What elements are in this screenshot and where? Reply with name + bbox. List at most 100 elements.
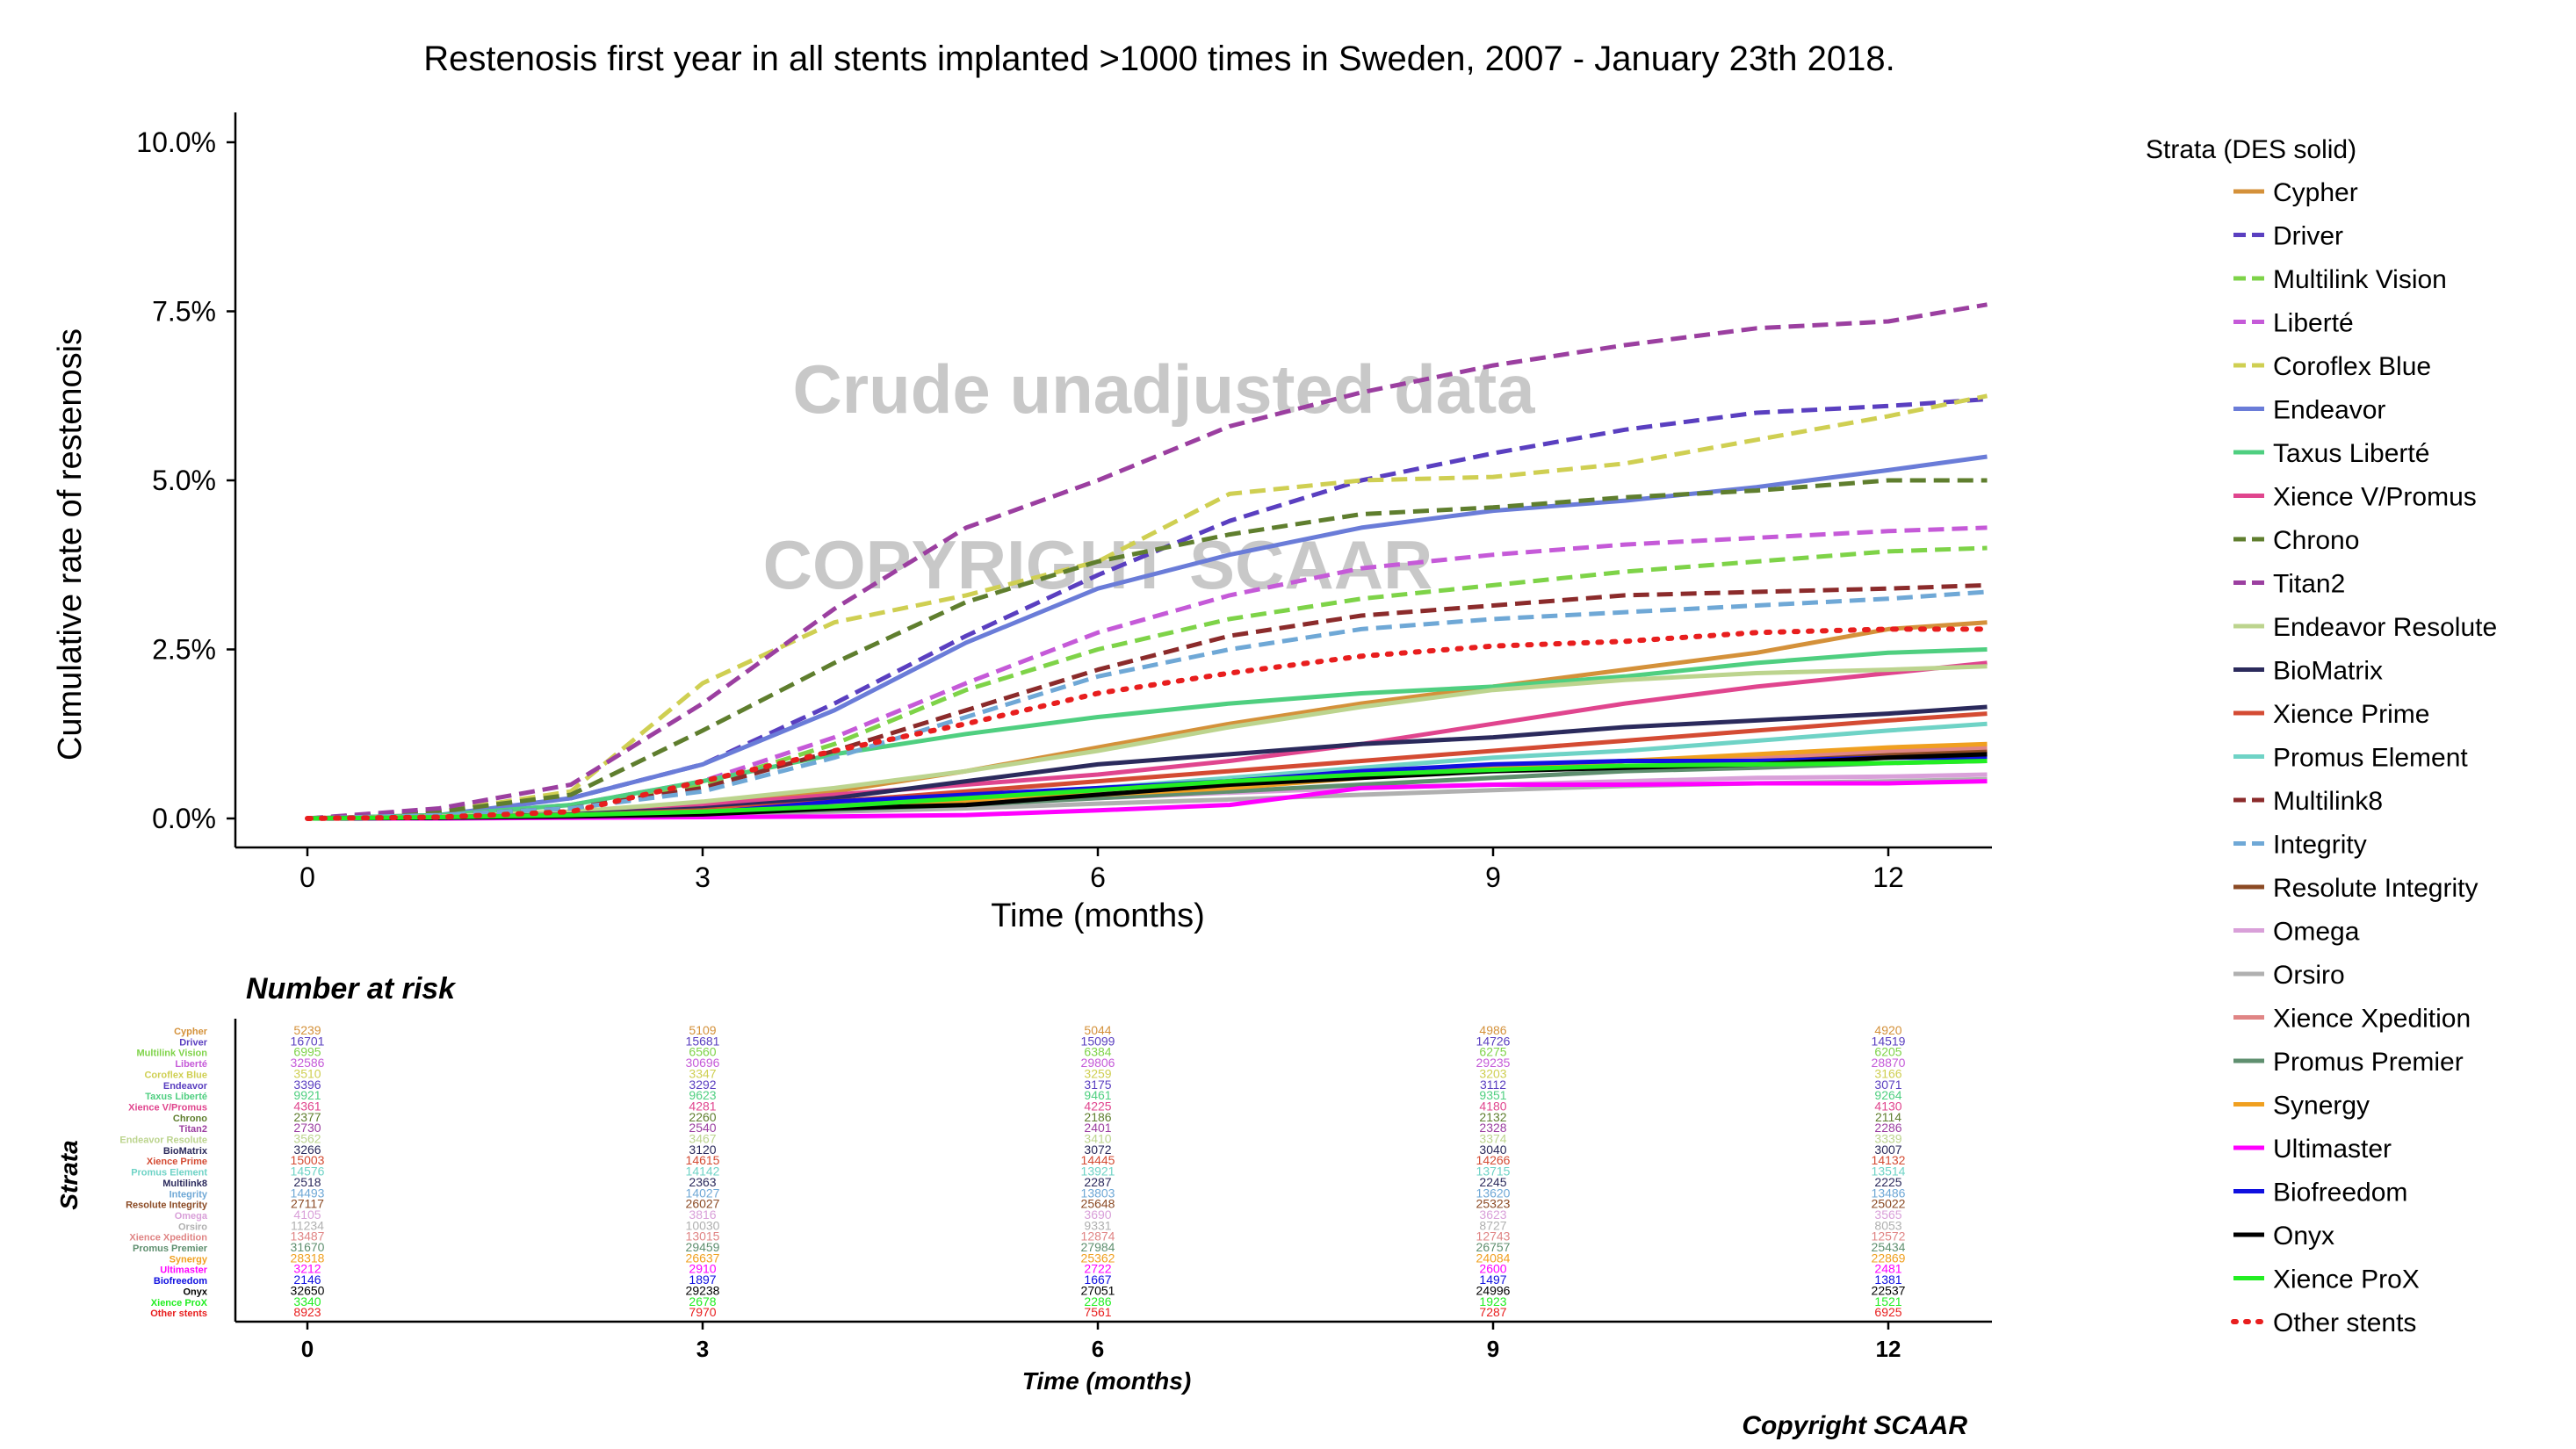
risk-count: 25362 [1081, 1251, 1115, 1265]
risk-count: 3071 [1874, 1078, 1901, 1092]
risk-count: 2363 [689, 1175, 716, 1189]
risk-count: 2518 [293, 1175, 321, 1189]
risk-count: 13921 [1081, 1164, 1115, 1179]
risk-count: 2225 [1874, 1175, 1901, 1189]
legend-label-xience-xpedition: Xience Xpedition [2273, 1005, 2471, 1034]
legend-label-xience-prox: Xience ProX [2273, 1265, 2420, 1294]
risk-strata-label-liberte: Liberté [175, 1059, 207, 1070]
risk-count: 3040 [1479, 1143, 1506, 1157]
risk-count: 32586 [291, 1056, 325, 1070]
risk-count: 2600 [1479, 1262, 1506, 1276]
risk-strata-label-endeavor-resolute: Endeavor Resolute [119, 1135, 207, 1146]
risk-strata-label-multilink8: Multilink8 [162, 1179, 207, 1189]
risk-count: 3292 [689, 1078, 716, 1092]
risk-count: 2287 [1084, 1175, 1111, 1189]
risk-count: 3007 [1874, 1143, 1901, 1157]
risk-count: 2481 [1874, 1262, 1901, 1276]
risk-count: 3562 [293, 1132, 321, 1146]
risk-count: 7287 [1479, 1305, 1506, 1319]
legend-label-multilink-vision: Multilink Vision [2273, 265, 2447, 294]
risk-strata-label-ultimaster: Ultimaster [160, 1265, 208, 1276]
risk-count: 2114 [1875, 1110, 1901, 1124]
risk-count: 14576 [291, 1164, 325, 1179]
series-line-titan2 [307, 302, 1988, 821]
risk-count: 6275 [1479, 1045, 1506, 1059]
risk-count: 1381 [1874, 1272, 1901, 1287]
risk-count: 6205 [1874, 1045, 1901, 1059]
risk-count: 13803 [1081, 1186, 1115, 1200]
risk-count: 4130 [1874, 1099, 1901, 1113]
risk-count: 1497 [1479, 1272, 1506, 1287]
risk-strata-label-promus-premier: Promus Premier [133, 1244, 208, 1254]
risk-count: 8727 [1479, 1218, 1506, 1232]
series-line-endeavor [307, 454, 1988, 821]
risk-count: 2722 [1084, 1262, 1111, 1276]
risk-count: 4281 [689, 1099, 716, 1113]
risk-count: 27984 [1081, 1240, 1115, 1254]
risk-count: 3259 [1084, 1066, 1111, 1080]
risk-count: 9921 [293, 1088, 321, 1102]
risk-count: 14027 [686, 1186, 720, 1200]
risk-strata-label-xience-v-promus: Xience V/Promus [128, 1102, 207, 1113]
risk-count: 29459 [686, 1240, 720, 1254]
risk-count: 14726 [1476, 1034, 1511, 1048]
risk-table-xlabel: Time (months) [1022, 1367, 1191, 1395]
risk-count: 24084 [1476, 1251, 1511, 1265]
risk-strata-label-taxus-liberte: Taxus Liberté [145, 1092, 207, 1102]
risk-strata-label-biomatrix: BioMatrix [163, 1146, 208, 1157]
y-tick-label: 7.5% [152, 296, 216, 328]
risk-x-tick-label: 9 [1487, 1336, 1499, 1362]
risk-count: 3623 [1479, 1208, 1506, 1222]
risk-strata-label-driver: Driver [179, 1037, 208, 1048]
risk-count: 3266 [293, 1143, 321, 1157]
legend-label-biomatrix: BioMatrix [2273, 657, 2383, 686]
risk-count: 12743 [1476, 1229, 1511, 1244]
legend-label-onyx: Onyx [2273, 1222, 2334, 1251]
risk-count: 6925 [1874, 1305, 1901, 1319]
risk-count: 12874 [1081, 1229, 1115, 1244]
watermark-crude: Crude unadjusted data [792, 350, 1535, 428]
risk-count: 2401 [1084, 1121, 1111, 1135]
risk-count: 7561 [1084, 1305, 1111, 1319]
risk-count: 3340 [293, 1294, 321, 1308]
risk-count: 2260 [689, 1110, 716, 1124]
risk-table: Cypher 5239 5109 5044 4986 4920 Driver 16701 156… [119, 1019, 1992, 1362]
risk-strata-label-cypher: Cypher [174, 1027, 208, 1037]
legend-label-integrity: Integrity [2273, 831, 2367, 860]
legend-label-other-stents: Other stents [2273, 1308, 2416, 1337]
risk-count: 9461 [1084, 1088, 1111, 1102]
risk-strata-label-chrono: Chrono [173, 1114, 207, 1124]
risk-count: 14445 [1081, 1153, 1115, 1167]
risk-strata-label-promus-element: Promus Element [131, 1168, 207, 1179]
risk-count: 2540 [689, 1121, 716, 1135]
risk-count: 27051 [1081, 1283, 1115, 1297]
legend-label-titan2: Titan2 [2273, 570, 2345, 599]
risk-count: 2328 [1479, 1121, 1506, 1135]
main-plot: 0.0% 2.5% 5.0% 7.5% 10.0% 0 3 6 9 12 [136, 112, 1992, 893]
legend-label-xience-prime: Xience Prime [2273, 700, 2429, 729]
risk-x-tick-label: 3 [696, 1336, 709, 1362]
risk-count: 4180 [1479, 1099, 1506, 1113]
x-tick-label: 0 [299, 861, 315, 893]
risk-count: 6384 [1084, 1045, 1111, 1059]
risk-count: 14142 [686, 1164, 720, 1179]
legend-label-ultimaster: Ultimaster [2273, 1135, 2392, 1164]
risk-count: 7970 [689, 1305, 716, 1319]
legend: Strata (DES solid) Cypher Driver Multilink… [2146, 135, 2497, 1337]
risk-count: 2678 [689, 1294, 716, 1308]
series-line-taxus-liberte [307, 647, 1988, 821]
risk-count: 1667 [1084, 1272, 1111, 1287]
series-line-xience-prox [307, 759, 1988, 821]
risk-count: 2377 [293, 1110, 321, 1124]
risk-count: 9331 [1084, 1218, 1111, 1232]
risk-count: 25323 [1476, 1197, 1511, 1211]
risk-count: 22869 [1872, 1251, 1906, 1265]
legend-label-cypher: Cypher [2273, 178, 2358, 207]
risk-count: 3565 [1874, 1208, 1901, 1222]
legend-label-coroflex-blue: Coroflex Blue [2273, 352, 2431, 381]
risk-count: 3410 [1084, 1132, 1111, 1146]
risk-count: 14493 [291, 1186, 325, 1200]
series-line-other-stents [305, 626, 1990, 821]
risk-count: 9264 [1874, 1088, 1901, 1102]
legend-label-endeavor-resolute: Endeavor Resolute [2273, 613, 2497, 642]
